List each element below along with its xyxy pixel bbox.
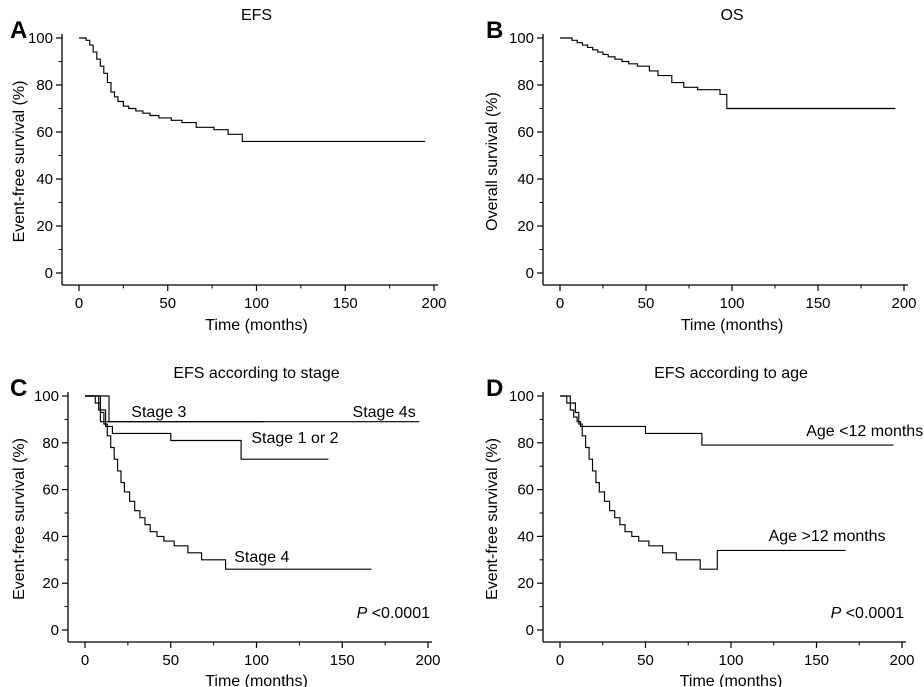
x-tick-label: 150: [330, 652, 355, 669]
series-annotation: Age <12 months: [806, 423, 923, 440]
panel-label: B: [486, 17, 503, 44]
survival-curve: [560, 395, 846, 570]
p-symbol: P: [831, 605, 842, 622]
series-annotation: Age >12 months: [769, 528, 886, 545]
y-tick-label: 40: [42, 528, 59, 545]
chart-title: EFS according to age: [654, 365, 808, 382]
x-tick-label: 150: [333, 295, 358, 312]
x-tick-label: 0: [556, 652, 564, 669]
p-value: <0.0001: [841, 605, 904, 622]
panel-label: A: [10, 17, 27, 44]
x-tick-label: 200: [891, 295, 916, 312]
survival-curve: [79, 37, 426, 142]
y-tick-label: 20: [517, 218, 534, 235]
p-symbol: P: [357, 605, 368, 622]
chart-title: OS: [720, 7, 743, 24]
chart-panel-d: 0 50 100 150 200 0 20 40 60 80 100 EFS according to…: [484, 365, 923, 687]
series-annotation: Stage 4: [234, 549, 289, 566]
y-tick-label: 100: [34, 388, 59, 405]
x-tick-label: 50: [638, 295, 655, 312]
survival-curve: [560, 395, 894, 446]
x-tick-label: 150: [804, 652, 829, 669]
series-annotation: Stage 4s: [353, 404, 416, 421]
y-axis-label: Event-free survival (%): [11, 81, 28, 243]
y-axis-label: Overall survival (%): [484, 92, 501, 231]
y-tick-label: 0: [526, 622, 534, 639]
x-tick-label: 200: [889, 652, 914, 669]
survival-curve: [85, 395, 372, 570]
survival-curve: [560, 37, 896, 110]
panel-label: C: [10, 375, 27, 402]
chart-title: EFS: [241, 7, 272, 24]
y-tick-label: 80: [517, 435, 534, 452]
p-value-label: P <0.0001: [357, 605, 431, 622]
y-axis-label: Event-free survival (%): [11, 438, 28, 600]
chart-panel-c: 0 50 100 150 200 0 20 40 60 80 100 EFS according to…: [10, 365, 441, 687]
x-tick-label: 150: [805, 295, 830, 312]
series-annotation: Stage 3: [131, 404, 186, 421]
chart-panel-a: 0 50 100 150 200 0 20 40 60 80 100 EFS A Time (months…: [10, 7, 447, 334]
x-axis-label: Time (months): [681, 317, 784, 334]
series-annotation: Stage 1 or 2: [251, 430, 338, 447]
y-tick-label: 80: [517, 77, 534, 94]
y-tick-label: 60: [517, 482, 534, 499]
y-tick-label: 100: [28, 30, 53, 47]
y-tick-label: 60: [36, 124, 53, 141]
x-tick-label: 50: [637, 652, 654, 669]
x-tick-label: 100: [244, 295, 269, 312]
y-tick-label: 0: [45, 265, 53, 282]
y-tick-label: 60: [517, 124, 534, 141]
x-axis-label: Time (months): [205, 317, 308, 334]
panel-label: D: [486, 375, 503, 402]
y-tick-label: 0: [51, 622, 59, 639]
y-tick-label: 20: [42, 575, 59, 592]
p-value: <0.0001: [367, 605, 430, 622]
y-tick-label: 0: [526, 265, 534, 282]
y-tick-label: 20: [36, 218, 53, 235]
chart-title: EFS according to stage: [173, 365, 339, 382]
x-tick-label: 100: [718, 652, 743, 669]
y-tick-label: 20: [517, 575, 534, 592]
chart-panel-b: 0 50 100 150 200 0 20 40 60 80 100 OS B Time (months)…: [484, 7, 917, 334]
x-axis-label: Time (months): [205, 673, 308, 687]
y-tick-label: 100: [509, 30, 534, 47]
x-tick-label: 0: [556, 295, 564, 312]
x-tick-label: 0: [75, 295, 83, 312]
y-tick-label: 40: [36, 171, 53, 188]
x-tick-label: 100: [244, 652, 269, 669]
survival-curve: [85, 395, 329, 460]
x-tick-label: 200: [415, 652, 440, 669]
x-tick-label: 100: [719, 295, 744, 312]
y-axis-label: Event-free survival (%): [484, 438, 501, 600]
x-tick-label: 0: [81, 652, 89, 669]
x-tick-label: 200: [421, 295, 446, 312]
x-tick-label: 50: [159, 295, 176, 312]
y-tick-label: 40: [517, 171, 534, 188]
x-axis-label: Time (months): [680, 673, 783, 687]
y-tick-label: 80: [36, 77, 53, 94]
y-tick-label: 60: [42, 482, 59, 499]
y-tick-label: 80: [42, 435, 59, 452]
p-value-label: P <0.0001: [831, 605, 905, 622]
y-tick-label: 100: [509, 388, 534, 405]
x-tick-label: 50: [162, 652, 179, 669]
y-tick-label: 40: [517, 528, 534, 545]
